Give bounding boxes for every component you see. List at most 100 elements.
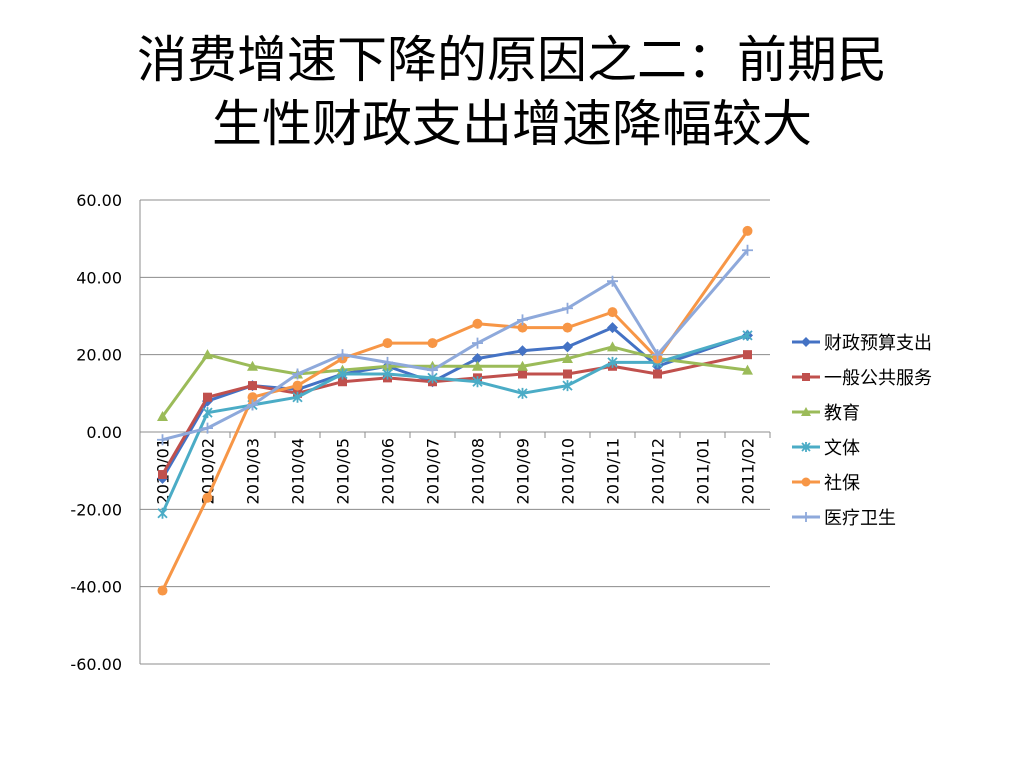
data-point [802,373,810,381]
series-line [162,249,749,442]
data-point [338,377,347,387]
data-point [518,369,527,379]
data-point [472,353,483,365]
data-point [337,368,348,380]
data-point [517,360,528,371]
data-point [202,492,213,503]
series-4 [157,225,753,596]
x-tick-label: 2010/09 [514,438,533,504]
data-point [382,356,393,368]
legend-item: 教育 [792,403,860,424]
data-point [203,392,212,402]
legend-item: 医疗卫生 [792,508,896,529]
y-tick-label: 40.00 [76,268,122,287]
x-tick-label: 2010/06 [379,438,398,504]
gridlines: 60.00 40.00 20.00 0.00 -20.00 -40.00 -60.00 [70,191,770,674]
data-point [742,329,753,341]
data-point [562,380,573,392]
data-point [607,356,618,368]
data-point [742,225,753,236]
data-point [202,349,213,360]
data-point [157,434,168,446]
data-point [202,407,213,419]
data-point [801,442,811,452]
data-point [247,360,258,371]
data-point [801,512,811,522]
data-point [202,422,213,434]
y-tick-label: 0.00 [86,423,122,442]
x-tick-label: 2010/04 [289,438,308,504]
data-point [801,407,811,416]
data-point [607,322,618,334]
data-point [157,507,168,519]
data-point [427,364,438,376]
data-point [517,314,528,326]
data-point [472,360,483,371]
legend-item: 财政预算支出 [792,333,932,354]
legend-label: 文体 [824,438,860,459]
legend-label: 教育 [824,403,860,424]
x-tick-label: 2010/10 [559,438,578,504]
data-point [427,338,438,349]
data-point [743,350,752,360]
x-tick-label: 2010/03 [244,438,263,504]
legend-item: 文体 [792,438,860,459]
data-point [607,341,618,352]
data-point [801,337,811,347]
x-tick-label: 2010/08 [469,438,488,504]
y-tick-label: -20.00 [70,500,122,519]
data-point [652,349,663,361]
y-tick-label: 60.00 [76,191,122,210]
x-tick-label: 2010/12 [649,438,668,504]
legend-label: 社保 [824,473,860,494]
x-tick-label: 2011/02 [739,438,758,504]
data-point [562,341,573,353]
series-5 [157,244,753,446]
legend-item: 社保 [792,473,860,494]
y-tick-label: -60.00 [70,655,122,674]
data-point [801,477,811,487]
x-ticks: 2010/012010/022010/032010/042010/052010/… [139,432,771,504]
slide-title: 消费增速下降的原因之二：前期民 生性财政支出增速降幅较大 [0,28,1024,156]
x-tick-label: 2010/11 [604,438,623,504]
legend-label: 医疗卫生 [824,508,896,529]
series-line [161,230,749,592]
data-point [563,369,572,379]
data-point [472,318,483,329]
data-point [562,353,573,364]
data-point [157,585,168,596]
data-point [157,411,168,422]
data-point [562,322,573,333]
data-point [158,470,167,480]
legend-label: 一般公共服务 [824,368,932,389]
data-point [517,387,528,399]
y-tick-label: 20.00 [76,346,122,365]
data-point [382,368,393,380]
legend-label: 财政预算支出 [824,333,932,354]
data-point [742,364,753,375]
data-point [517,345,528,357]
data-point [472,337,483,349]
data-point [337,349,348,361]
data-point [292,380,303,391]
data-point [382,338,393,349]
data-point [653,369,662,379]
data-point [292,391,303,403]
x-tick-label: 2010/07 [424,438,443,504]
legend-item: 一般公共服务 [792,368,932,389]
x-tick-label: 2010/05 [334,438,353,504]
data-point [562,302,573,314]
data-point [247,392,258,403]
data-point [292,368,303,380]
y-tick-label: -40.00 [70,578,122,597]
x-tick-label: 2011/01 [694,438,713,504]
data-point [248,381,257,391]
data-point [247,399,258,411]
data-point [607,275,618,287]
title-line-1: 消费增速下降的原因之二：前期民 [137,31,887,89]
data-point [742,244,753,256]
title-line-2: 生性财政支出增速降幅较大 [212,95,812,153]
data-point [607,307,618,318]
